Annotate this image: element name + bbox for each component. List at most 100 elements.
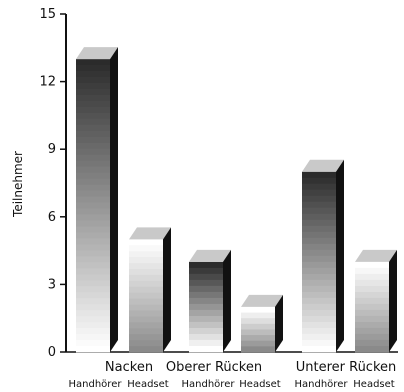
bar-slice <box>302 231 336 239</box>
bar-slice <box>129 322 163 329</box>
bar-slice <box>129 239 163 246</box>
bar-slice <box>302 213 336 221</box>
bar-slice <box>76 274 110 281</box>
bar-slice <box>302 201 336 209</box>
bar-slice <box>189 285 223 293</box>
bar-top-face <box>302 159 344 172</box>
bar-slice <box>76 65 110 72</box>
bar-slice <box>302 183 336 191</box>
y-tick-label: 6 <box>48 210 56 225</box>
bar-slice <box>76 244 110 251</box>
bar-top-face <box>189 249 231 262</box>
bar-slice <box>241 312 275 319</box>
bar <box>129 227 171 353</box>
bar-slice <box>302 303 336 311</box>
bar-label: Handhörer <box>295 379 349 390</box>
bar-slice <box>355 309 389 317</box>
bar-slice <box>129 280 163 288</box>
bars <box>76 47 397 353</box>
bar-slice <box>76 328 110 335</box>
bar <box>189 249 231 353</box>
bar-slice <box>241 335 275 342</box>
bar-slice <box>302 285 336 293</box>
bar-slice <box>129 334 163 341</box>
bar-slice <box>241 340 275 347</box>
bar-slice <box>76 232 110 239</box>
bar-slice <box>302 189 336 197</box>
bar-slice <box>76 124 110 132</box>
bar-slice <box>76 118 110 126</box>
bar-slice <box>355 345 389 353</box>
bar-slice <box>302 273 336 281</box>
bar-slice <box>76 340 110 347</box>
bar-slice <box>189 297 223 305</box>
bar-slice <box>76 310 110 317</box>
bar-slice <box>355 333 389 341</box>
bar-slice <box>129 268 163 276</box>
bar-slice <box>241 346 275 353</box>
y-tick-label: 3 <box>48 277 56 292</box>
bar <box>241 294 283 353</box>
bar-label: Headset <box>353 379 395 390</box>
bar-slice <box>76 136 110 144</box>
bar-slice <box>302 177 336 185</box>
bar-slice <box>302 171 336 179</box>
bar-slice <box>129 263 163 270</box>
bar-slice <box>302 291 336 299</box>
bar-slice <box>76 322 110 329</box>
bar-slice <box>76 196 110 203</box>
bar-slice <box>355 267 389 275</box>
bar-top-face <box>355 249 397 262</box>
bar-slice <box>76 166 110 174</box>
bar-slice <box>129 286 163 294</box>
bar-slice <box>76 190 110 197</box>
bar-slice <box>189 273 223 281</box>
bar-slice <box>129 257 163 264</box>
bar <box>76 47 118 353</box>
bar-slice <box>76 208 110 215</box>
bar-slice <box>76 94 110 102</box>
bar-slice <box>76 214 110 221</box>
bar-slice <box>241 329 275 336</box>
bar-slice <box>76 88 110 96</box>
bar-slice <box>355 315 389 323</box>
bar-slice <box>302 243 336 251</box>
bar-slice <box>76 334 110 341</box>
bar-slice <box>302 195 336 203</box>
bar-slice <box>76 148 110 156</box>
y-tick-label: 12 <box>39 75 56 90</box>
bar-slice <box>302 327 336 335</box>
bar-side-face <box>110 47 118 353</box>
bar-slice <box>129 251 163 258</box>
bar-slice <box>355 291 389 299</box>
bar-slice <box>129 245 163 252</box>
bar-slice <box>76 346 110 353</box>
bar-slice <box>129 328 163 335</box>
group-label: Nacken <box>105 360 153 375</box>
bar-slice <box>302 297 336 305</box>
bar-slice <box>76 286 110 293</box>
bar-slice <box>302 321 336 329</box>
bar-slice <box>76 142 110 150</box>
bar-slice <box>76 226 110 233</box>
bar-slice <box>129 340 163 347</box>
bar-slice <box>129 304 163 311</box>
bar-slice <box>76 82 110 90</box>
bar-slice <box>189 261 223 269</box>
bar-slice <box>76 316 110 323</box>
bar-side-face <box>223 249 231 352</box>
bar-slice <box>76 160 110 168</box>
bar-slice <box>355 327 389 335</box>
bar-slice <box>355 339 389 347</box>
bar-slice <box>76 292 110 299</box>
bar-slice <box>189 267 223 275</box>
bar-slice <box>76 154 110 162</box>
bar-slice <box>189 339 223 347</box>
bar-slice <box>355 321 389 329</box>
bar-label: Handhörer <box>69 379 123 390</box>
bar-slice <box>302 249 336 257</box>
bar <box>302 159 344 353</box>
bar-slice <box>189 303 223 311</box>
group-label: Unterer Rücken <box>296 360 397 375</box>
